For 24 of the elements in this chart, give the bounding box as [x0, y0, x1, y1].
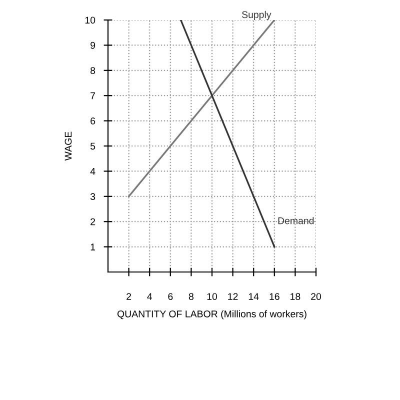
y-tick-label: 2 [90, 218, 96, 226]
y-tick-label: 7 [90, 92, 96, 100]
x-tick-label: 6 [168, 293, 173, 300]
y-tick-label: 8 [90, 67, 96, 74]
x-tick-label: 4 [147, 293, 152, 300]
y-tick-label: 6 [90, 118, 96, 124]
x-tick-label: 2 [126, 293, 132, 300]
x-tick-label: 10 [207, 293, 218, 300]
series-label: Demand [278, 217, 314, 224]
y-tick-label: 3 [90, 193, 96, 200]
y-tick-label: 10 [85, 16, 96, 24]
y-tick-label: 4 [90, 168, 96, 175]
x-tick-label: 18 [290, 293, 300, 300]
y-tick-label: 9 [90, 42, 96, 49]
x-tick-label: 8 [188, 293, 194, 300]
x-tick-label: 20 [311, 293, 322, 300]
x-tick-label: 14 [248, 293, 259, 300]
x-tick-label: 12 [228, 293, 238, 300]
x-axis-title: QUANTITY OF LABOR (Millions of workers) [117, 310, 306, 320]
y-tick-label: 5 [90, 142, 96, 150]
y-tick-label: 1 [90, 244, 96, 250]
series-label: Supply [242, 10, 272, 20]
y-axis-title: WAGE [64, 132, 72, 161]
x-tick-label: 16 [270, 293, 280, 300]
